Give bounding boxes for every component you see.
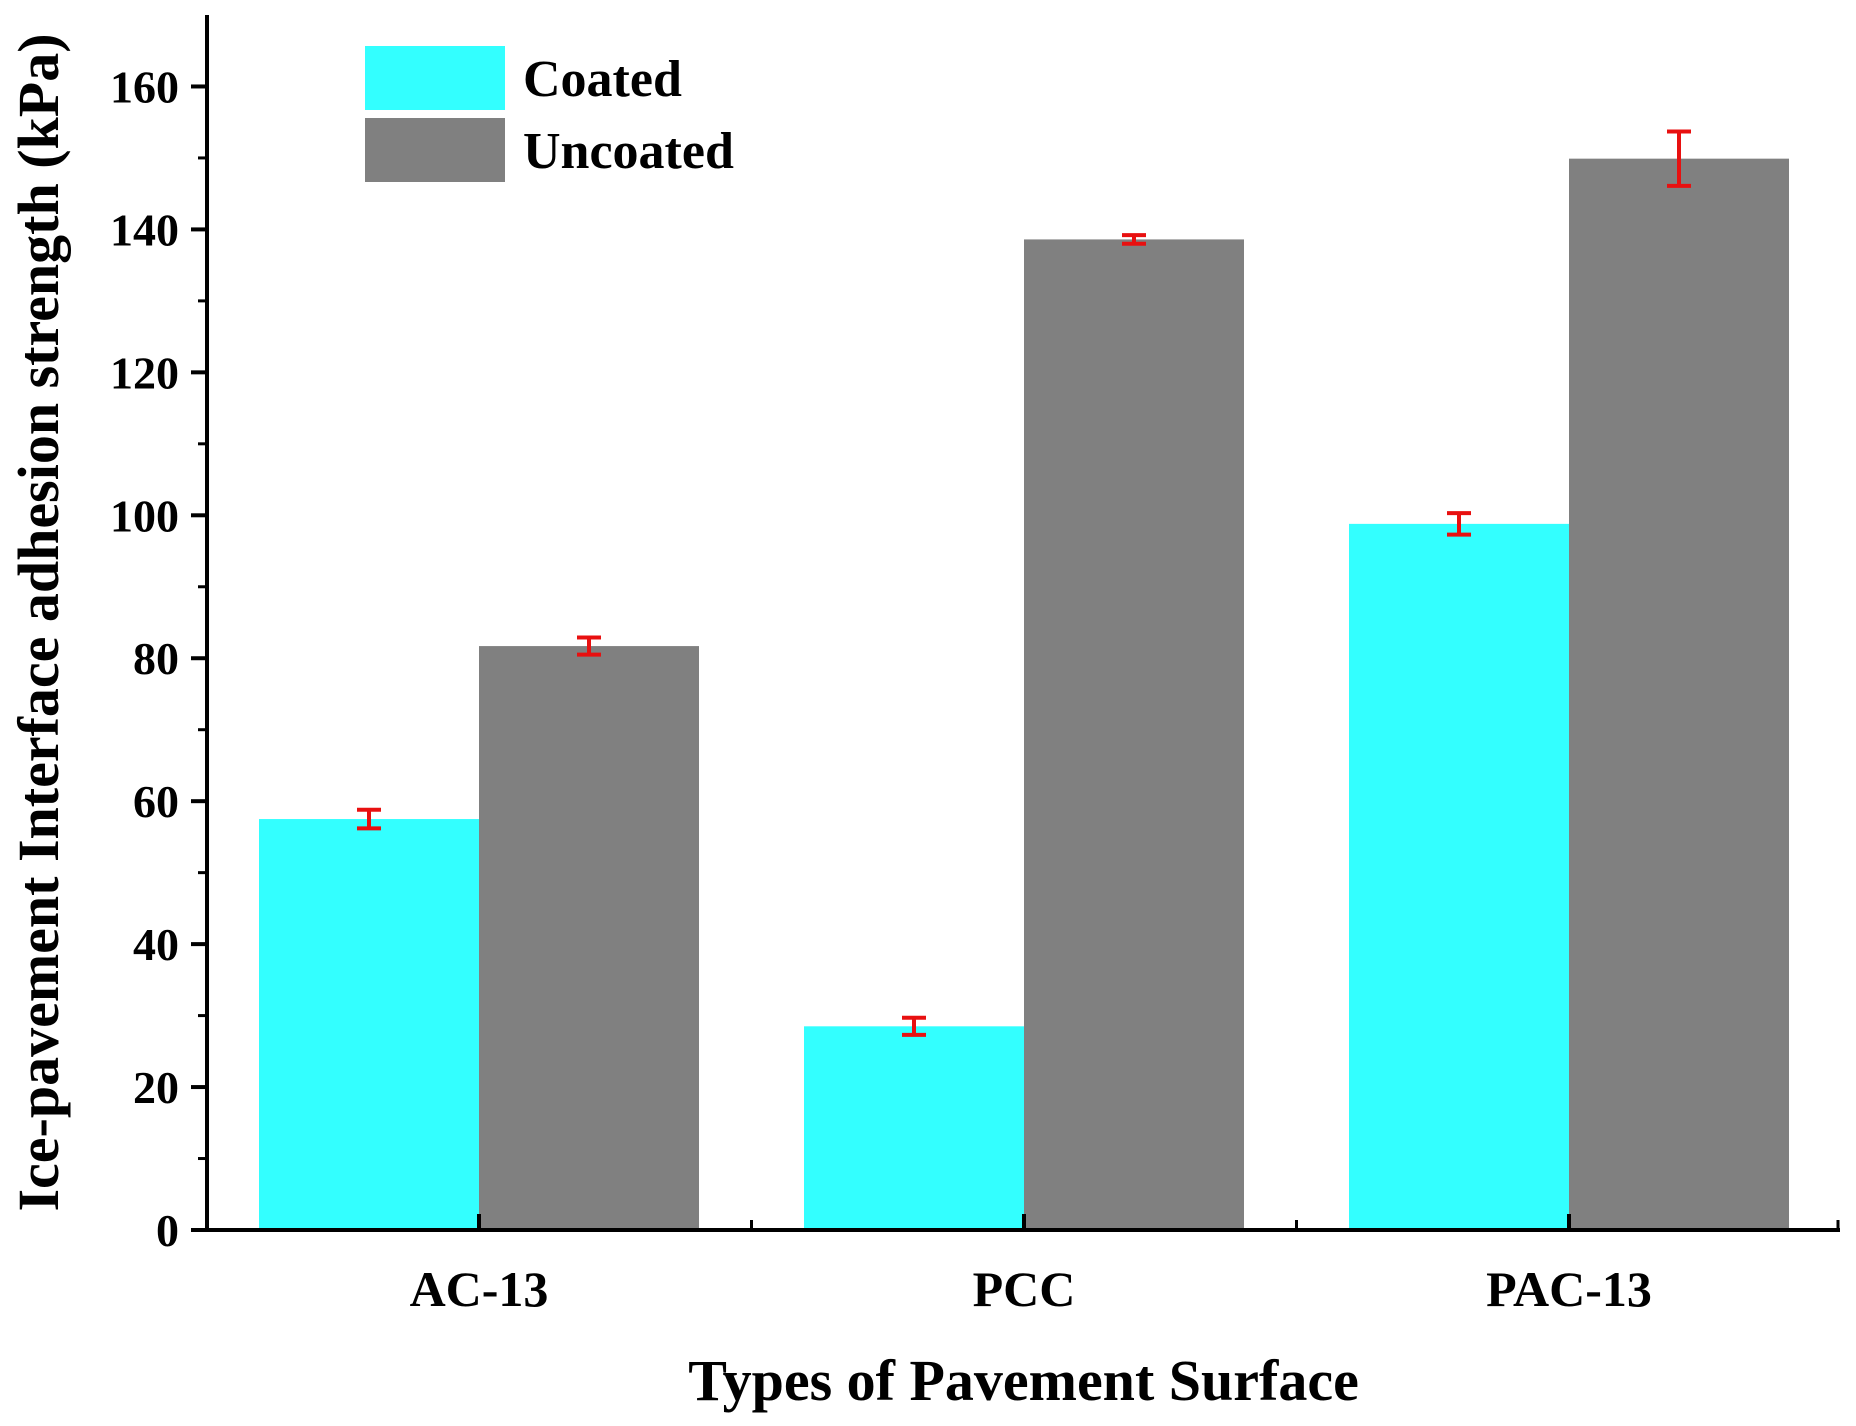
legend-swatch-uncoated xyxy=(365,118,505,182)
legend-swatch-coated xyxy=(365,46,505,110)
y-tick-label: 80 xyxy=(133,633,179,684)
bars-group xyxy=(259,158,1789,1230)
x-tick-label-ac-13: AC-13 xyxy=(410,1261,549,1317)
y-tick-label: 40 xyxy=(133,919,179,970)
error-bar-coated-ac-13 xyxy=(357,807,381,831)
error-bar-uncoated-pac-13 xyxy=(1667,129,1691,188)
y-axis-title: Ice-pavement Interface adhesion strength… xyxy=(6,33,71,1211)
bar-coated-pac-13 xyxy=(1349,523,1569,1230)
error-bar-coated-pcc xyxy=(902,1015,926,1037)
bar-uncoated-pcc xyxy=(1024,239,1244,1230)
error-bar-coated-pac-13 xyxy=(1447,511,1471,537)
legend-item-coated: Coated xyxy=(365,46,682,110)
legend: Coated Uncoated xyxy=(365,46,734,182)
bar-uncoated-pac-13 xyxy=(1569,158,1789,1230)
y-tick-label: 100 xyxy=(110,490,179,541)
error-bar-uncoated-ac-13 xyxy=(577,635,601,657)
bar-uncoated-ac-13 xyxy=(479,646,699,1230)
legend-label-uncoated: Uncoated xyxy=(523,123,734,180)
y-tick-label: 20 xyxy=(133,1062,179,1113)
axes-group: 0 20 40 60 80 100 120 140 160 AC-13 PCC PAC-13 xyxy=(110,15,1840,1317)
x-tick-label-pcc: PCC xyxy=(973,1261,1076,1317)
x-tick-label-pac-13: PAC-13 xyxy=(1486,1261,1652,1317)
bar-coated-ac-13 xyxy=(259,819,479,1230)
legend-item-uncoated: Uncoated xyxy=(365,118,734,182)
x-axis-title: Types of Pavement Surface xyxy=(688,1348,1359,1413)
error-bars-group xyxy=(357,129,1691,1037)
y-tick-label: 0 xyxy=(156,1205,179,1256)
legend-label-coated: Coated xyxy=(523,51,682,108)
y-tick-label: 160 xyxy=(110,61,179,112)
error-bar-uncoated-pcc xyxy=(1122,233,1146,246)
y-tick-label: 60 xyxy=(133,776,179,827)
y-tick-label: 140 xyxy=(110,204,179,255)
y-tick-label: 120 xyxy=(110,347,179,398)
bar-coated-pcc xyxy=(804,1026,1024,1230)
